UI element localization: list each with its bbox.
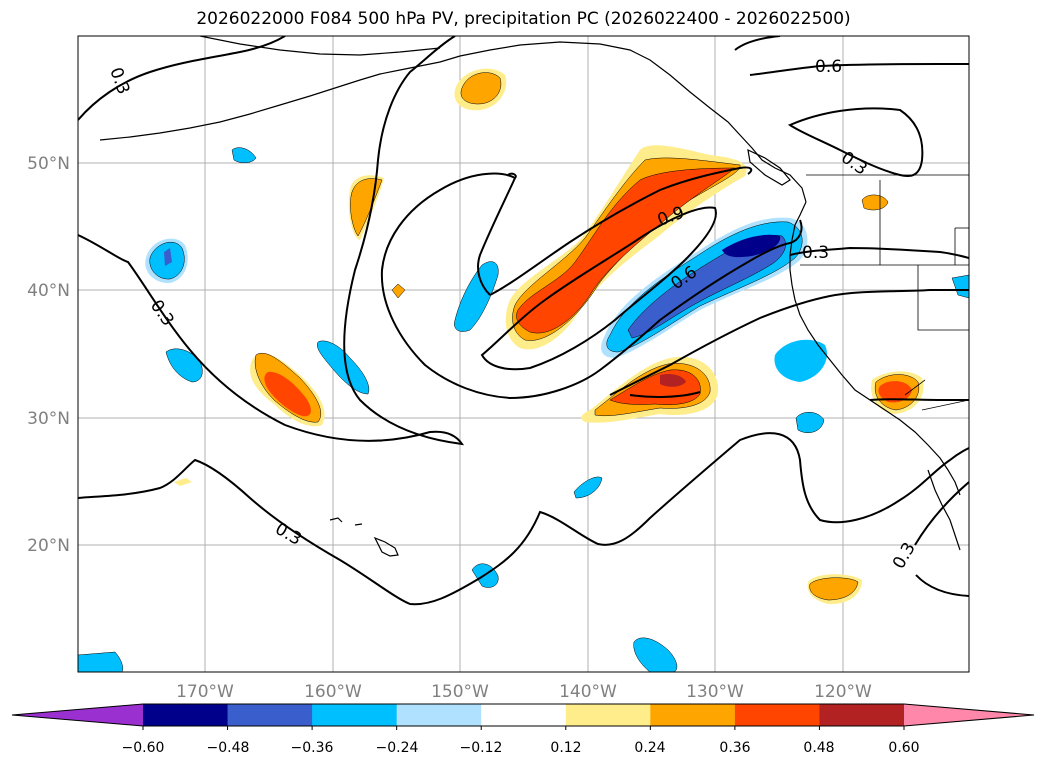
contour-label-6: 0.3 [802, 243, 829, 263]
colorbar-segment [312, 704, 398, 726]
coastlines [99, 36, 961, 557]
colorbar-ticks: −0.60 −0.48 −0.36 −0.24 −0.12 0.12 0.24 … [122, 740, 920, 756]
borders [800, 174, 969, 411]
colorbar-tick-label: −0.24 [376, 740, 419, 756]
colorbar-tick-label: −0.48 [207, 740, 250, 756]
colorbar-segment [481, 704, 567, 726]
lon-label-140w: 140°W [559, 682, 617, 702]
lat-label-50n: 50°N [27, 154, 70, 174]
lat-label-40n: 40°N [27, 281, 70, 301]
colorbar-tick-label: 0.12 [550, 740, 581, 756]
pv-contours [78, 36, 969, 606]
lon-label-130w: 130°W [686, 682, 744, 702]
colorbar [11, 703, 1035, 730]
colorbar-tick-label: −0.60 [122, 740, 165, 756]
colorbar-segment [143, 704, 229, 726]
colorbar-tick-label: 0.36 [719, 740, 750, 756]
colorbar-segment [734, 704, 820, 726]
colorbar-tick-label: 0.48 [803, 740, 834, 756]
precip-positive [174, 68, 924, 605]
contour-label-2: 0.6 [815, 57, 842, 77]
plot-area: 0.3 0.6 0.3 0.9 0.6 0.3 0.3 0.3 0.3 [78, 36, 969, 672]
plot-frame [77, 35, 970, 673]
colorbar-segment [819, 704, 905, 726]
latitude-labels: 50°N 40°N 30°N 20°N [27, 154, 70, 556]
colorbar-segment [396, 704, 482, 726]
lon-label-150w: 150°W [431, 682, 489, 702]
colorbar-tick-label: 0.60 [888, 740, 919, 756]
colorbar-extend-min [12, 704, 143, 726]
colorbar-tick-label: 0.24 [634, 740, 665, 756]
colorbar-segment [227, 704, 313, 726]
longitude-labels: 170°W 160°W 150°W 140°W 130°W 120°W [176, 682, 872, 702]
colorbar-segment [565, 704, 651, 726]
lat-label-20n: 20°N [27, 536, 70, 556]
map-title: 2026022000 F084 500 hPa PV, precipitatio… [196, 9, 851, 29]
colorbar-segment [650, 704, 736, 726]
lon-label-170w: 170°W [176, 682, 234, 702]
lat-label-30n: 30°N [27, 409, 70, 429]
colorbar-tick-label: −0.12 [460, 740, 503, 756]
lon-label-160w: 160°W [304, 682, 362, 702]
colorbar-extend-max [904, 704, 1034, 726]
lon-label-120w: 120°W [814, 682, 872, 702]
colorbar-tick-label: −0.36 [291, 740, 334, 756]
